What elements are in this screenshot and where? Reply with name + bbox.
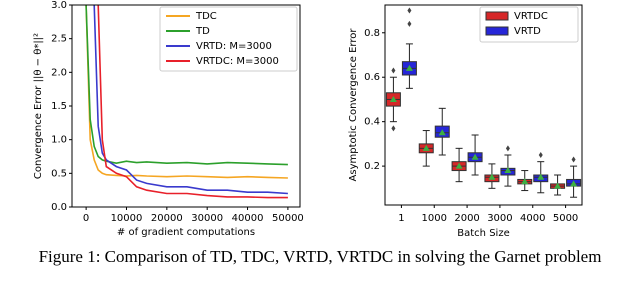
x-tick-label: 4000 xyxy=(520,213,545,224)
mean-marker xyxy=(422,144,430,151)
x-tick-label: 30000 xyxy=(191,213,223,224)
legend-label: VRTD: M=3000 xyxy=(196,41,272,52)
x-tick-label: 20000 xyxy=(151,213,183,224)
x-tick-label: 2000 xyxy=(454,213,479,224)
outlier xyxy=(407,20,412,27)
y-axis-label: Asymptotic Convergence Error xyxy=(348,28,359,182)
legend-label: TDC xyxy=(195,11,217,22)
y-tick-label: 0.4 xyxy=(364,117,380,128)
series-line xyxy=(85,5,288,166)
y-tick-label: 0.5 xyxy=(51,168,67,179)
y-tick-label: 0.0 xyxy=(51,202,67,213)
legend-label: VRTDC xyxy=(514,11,548,22)
series-line xyxy=(93,5,288,195)
series-line xyxy=(85,5,288,179)
y-tick-label: 1.5 xyxy=(51,101,67,112)
legend-label: VRTD xyxy=(514,26,541,37)
x-tick-label: 0 xyxy=(83,213,89,224)
outlier xyxy=(407,7,412,14)
mean-marker xyxy=(438,129,446,136)
x-tick-label: 50000 xyxy=(272,213,304,224)
outlier xyxy=(391,125,396,132)
legend-box xyxy=(479,6,579,43)
axes-frame xyxy=(384,4,583,206)
mean-marker xyxy=(554,182,562,189)
x-tick-label: 3000 xyxy=(487,213,512,224)
mean-marker xyxy=(570,180,578,187)
legend-swatch xyxy=(485,26,509,36)
mean-marker xyxy=(488,173,496,180)
y-tick-label: 0.6 xyxy=(364,72,380,83)
y-tick-label: 1.0 xyxy=(51,135,67,146)
caption: Figure 1: Comparison of TD, TDC, VRTD, V… xyxy=(39,247,602,266)
y-tick-label: 0.8 xyxy=(364,28,380,39)
mean-marker xyxy=(389,95,397,102)
mean-marker xyxy=(455,162,463,169)
x-tick-label: 10000 xyxy=(111,213,143,224)
x-tick-label: 5000 xyxy=(553,213,578,224)
mean-marker xyxy=(471,153,479,160)
outlier xyxy=(391,67,396,74)
outlier xyxy=(538,152,543,158)
legend-label: TD xyxy=(195,26,210,37)
x-axis-label: Batch Size xyxy=(457,228,509,239)
y-tick-label: 0.2 xyxy=(364,161,380,172)
series-line xyxy=(97,5,288,199)
x-tick-label: 40000 xyxy=(232,213,264,224)
legend-label: VRTDC: M=3000 xyxy=(196,56,279,67)
legend-swatch xyxy=(485,11,509,21)
mean-marker xyxy=(521,178,529,185)
mean-marker xyxy=(504,167,512,174)
mean-marker xyxy=(537,173,545,180)
x-tick-label: 1 xyxy=(398,213,404,224)
y-axis-label: Convergence Error ||θ − θ*||² xyxy=(33,33,44,179)
legend-box xyxy=(159,6,298,72)
x-tick-label: 1000 xyxy=(422,213,447,224)
y-tick-label: 3.0 xyxy=(51,0,67,11)
y-tick-label: 2.0 xyxy=(51,67,67,78)
mean-marker xyxy=(405,64,413,71)
axes-frame xyxy=(71,4,301,208)
y-tick-label: 2.5 xyxy=(51,34,67,45)
outlier xyxy=(505,145,510,152)
outlier xyxy=(571,156,576,163)
x-axis-label: # of gradient computations xyxy=(117,227,255,238)
